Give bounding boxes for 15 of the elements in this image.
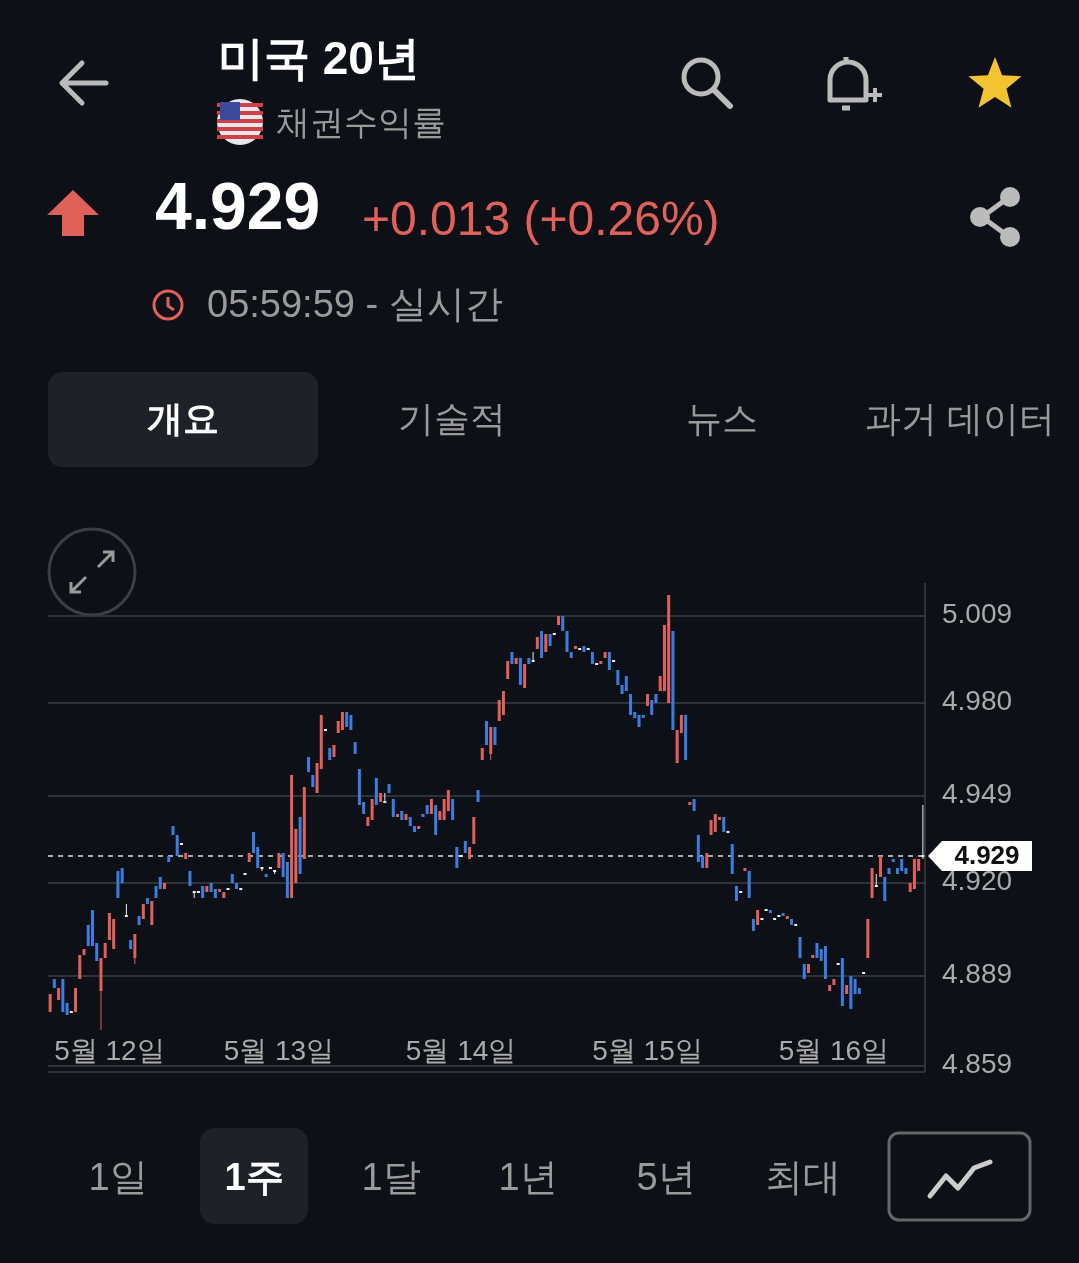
annotation: 1달 bbox=[361, 1156, 421, 1199]
annotation: 과거 데이터 bbox=[865, 397, 1055, 439]
title: 미국 20년 bbox=[218, 32, 420, 85]
annotation: +0.013 (+0.26%) bbox=[362, 191, 720, 245]
annotation: 1년 bbox=[498, 1156, 558, 1199]
annotation: 1주 bbox=[224, 1156, 284, 1199]
annotation: 기술적 bbox=[398, 397, 506, 439]
subtitle: 채권수익률 bbox=[276, 103, 446, 141]
annotation: 1일 bbox=[88, 1156, 148, 1199]
annotation: 5년 bbox=[636, 1156, 696, 1199]
annotation: 뉴스 bbox=[686, 397, 758, 439]
annotation: 최대 bbox=[765, 1156, 841, 1199]
annotation: 개요 bbox=[147, 397, 219, 439]
annotation: 4.929 bbox=[155, 169, 321, 244]
annotation: 05:59:59 - 실시간 bbox=[207, 283, 503, 326]
